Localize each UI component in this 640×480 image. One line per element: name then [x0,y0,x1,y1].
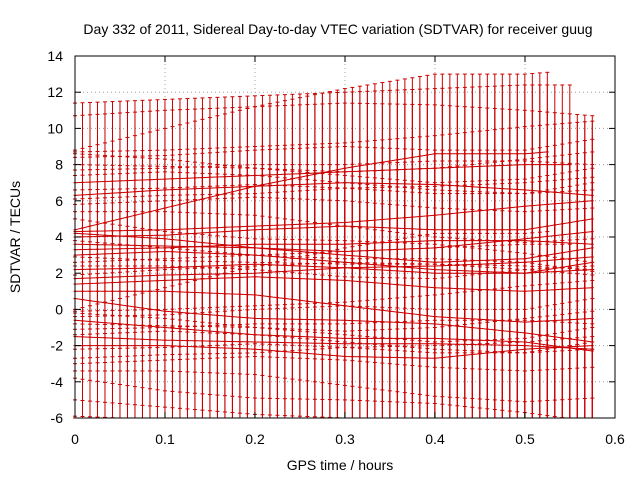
plot-area [73,71,595,419]
series-line [74,200,593,233]
y-tick-label: 2 [55,265,63,281]
y-tick-label: 4 [55,229,63,245]
series-line [74,151,548,231]
x-tick-label: 0 [71,431,79,447]
series-s14 [73,218,595,419]
y-tick-label: -6 [51,410,64,426]
x-tick-label: 0.4 [425,431,445,447]
x-tick-label: 0.1 [155,431,175,447]
axis-ticks: 0 0.1 0.2 0.3 0.4 0.5 0.6 -6 -4 -2 0 2 4 6 8 10 12 14 [47,48,625,447]
y-tick-label: 14 [47,48,63,64]
series-line [75,290,593,323]
y-tick-label: 10 [47,120,63,136]
x-tick-label: 0.2 [245,431,265,447]
y-tick-label: 12 [47,84,63,100]
y-tick-label: 0 [55,301,63,317]
series-line [74,256,593,280]
chart-title: Day 332 of 2011, Sidereal Day-to-day VTE… [83,21,592,37]
y-axis-label: SDTVAR / TECUs [7,181,23,293]
y-tick-label: 6 [55,193,63,209]
series-line [74,336,593,350]
series-line [74,298,593,343]
series-line [75,345,593,359]
y-tick-label: -4 [51,374,64,390]
series-s17 [73,256,595,419]
series-line [74,261,593,274]
series-line [74,319,593,352]
x-axis-label: GPS time / hours [287,457,394,473]
x-tick-label: 0.3 [335,431,355,447]
series-line [74,250,593,274]
y-tick-label: 8 [55,157,63,173]
x-tick-label: 0.5 [515,431,535,447]
series-line [74,182,593,196]
series-line [74,243,593,263]
series-line [74,218,593,238]
series-line [74,276,593,292]
y-tick-label: -2 [51,338,64,354]
x-tick-label: 0.6 [605,431,625,447]
series-line [74,240,593,251]
